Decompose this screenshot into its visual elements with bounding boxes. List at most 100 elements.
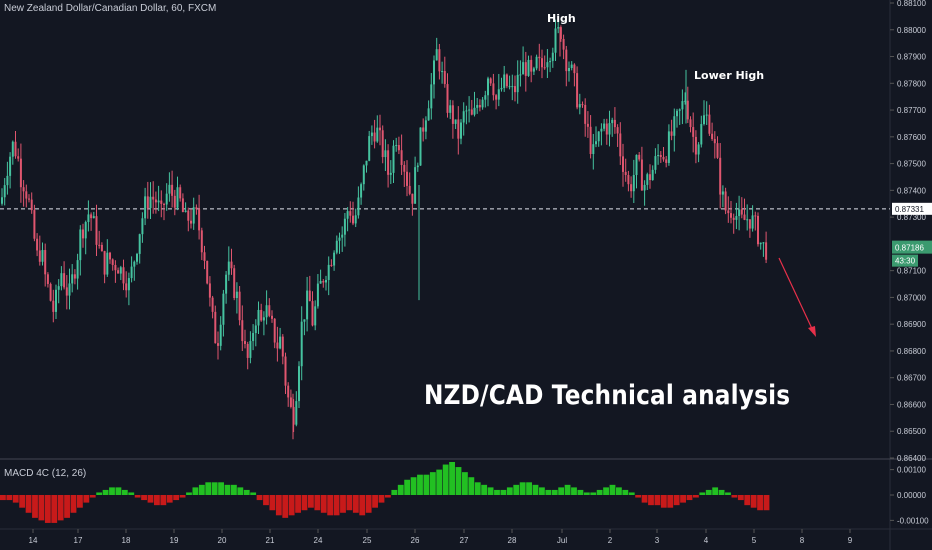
macd-bar bbox=[763, 495, 770, 511]
price-tick-label: 0.87900 bbox=[897, 53, 926, 62]
candle-body bbox=[541, 58, 543, 68]
candle-body bbox=[311, 301, 314, 326]
macd-bar bbox=[346, 495, 353, 511]
macd-bar bbox=[712, 487, 719, 495]
macd-bar bbox=[725, 492, 731, 495]
price-tick-label: 0.86600 bbox=[897, 400, 926, 409]
candle-body bbox=[487, 78, 489, 96]
candle-body bbox=[244, 341, 246, 344]
candle-body bbox=[451, 105, 454, 124]
candle-body bbox=[624, 171, 627, 176]
macd-bar bbox=[109, 487, 115, 495]
candle-body bbox=[562, 38, 565, 50]
candle-body bbox=[468, 109, 471, 111]
candle-body bbox=[316, 283, 319, 307]
candle-body bbox=[281, 336, 284, 357]
candle-body bbox=[665, 159, 668, 163]
candle-body bbox=[289, 397, 292, 407]
macd-bar bbox=[410, 477, 417, 495]
candle-body bbox=[438, 49, 441, 72]
candle-body bbox=[106, 252, 109, 275]
candle-body bbox=[60, 273, 63, 287]
candle-body bbox=[98, 244, 101, 246]
candle-body bbox=[600, 128, 603, 132]
time-tick-label: 25 bbox=[363, 536, 372, 545]
candle-body bbox=[667, 131, 670, 163]
candle-body bbox=[246, 343, 249, 358]
macd-bar bbox=[231, 484, 237, 495]
macd-bar bbox=[404, 479, 411, 495]
macd-bar bbox=[385, 495, 391, 498]
macd-bar bbox=[583, 492, 590, 495]
macd-bar bbox=[558, 487, 565, 495]
candle-body bbox=[114, 264, 117, 271]
candle-body bbox=[400, 150, 403, 165]
macd-bar bbox=[423, 474, 430, 495]
candle-body bbox=[57, 286, 60, 290]
candle-body bbox=[103, 251, 106, 275]
time-tick-label: 14 bbox=[29, 536, 38, 545]
macd-bar bbox=[211, 482, 218, 495]
macd-bar bbox=[436, 469, 443, 495]
candle-body bbox=[87, 214, 90, 223]
macd-bar bbox=[141, 495, 147, 501]
candle-body bbox=[149, 196, 152, 209]
macd-bar bbox=[680, 495, 686, 503]
candle-body bbox=[711, 133, 714, 140]
candle-body bbox=[397, 145, 400, 151]
candle-body bbox=[435, 49, 438, 61]
macd-bar bbox=[218, 482, 224, 495]
macd-bar bbox=[667, 495, 674, 508]
candle-body bbox=[646, 174, 649, 185]
chart-title: New Zealand Dollar/Canadian Dollar, 60, … bbox=[4, 3, 217, 14]
macd-bar bbox=[327, 495, 334, 516]
candle-body bbox=[408, 185, 411, 194]
candle-body bbox=[716, 143, 719, 158]
macd-bar bbox=[462, 472, 468, 495]
candle-body bbox=[568, 68, 570, 72]
candle-body bbox=[443, 71, 446, 85]
candle-body bbox=[576, 73, 579, 108]
candle-body bbox=[368, 136, 371, 161]
macd-bar bbox=[590, 492, 597, 495]
macd-indicator-label: MACD 4C (12, 26) bbox=[4, 468, 87, 479]
candle-body bbox=[241, 320, 244, 342]
candle-body bbox=[514, 86, 516, 93]
macd-bar bbox=[506, 487, 513, 495]
candle-body bbox=[190, 220, 192, 224]
macd-bar bbox=[6, 495, 13, 501]
macd-bar bbox=[12, 495, 19, 503]
candle-body bbox=[640, 159, 643, 191]
candle-body bbox=[76, 260, 79, 279]
candle-body bbox=[484, 95, 487, 100]
candle-body bbox=[578, 104, 581, 108]
candle-body bbox=[708, 114, 711, 134]
candle-body bbox=[227, 261, 230, 275]
candle-body bbox=[565, 49, 568, 72]
candle-body bbox=[427, 108, 430, 121]
candle-body bbox=[765, 242, 768, 260]
candle-body bbox=[532, 68, 535, 72]
macd-bar bbox=[134, 495, 141, 498]
macd-bar bbox=[256, 495, 263, 501]
candle-body bbox=[1, 197, 3, 204]
candle-body bbox=[581, 104, 584, 106]
candle-body bbox=[365, 160, 368, 166]
time-tick-label: 26 bbox=[411, 536, 420, 545]
candle-body bbox=[176, 187, 179, 208]
candle-body bbox=[38, 250, 41, 262]
macd-bar bbox=[205, 482, 212, 495]
macd-bar bbox=[378, 495, 385, 503]
macd-bar bbox=[77, 495, 83, 508]
candle-body bbox=[705, 114, 708, 116]
candle-body bbox=[36, 238, 39, 251]
candle-body bbox=[635, 154, 638, 176]
candle-body bbox=[527, 59, 530, 76]
candle-body bbox=[287, 385, 290, 398]
candle-body bbox=[505, 74, 508, 87]
candle-body bbox=[700, 124, 703, 145]
candle-body bbox=[595, 141, 597, 145]
macd-bar bbox=[744, 495, 751, 506]
candle-body bbox=[370, 132, 373, 137]
macd-bar bbox=[417, 474, 423, 495]
